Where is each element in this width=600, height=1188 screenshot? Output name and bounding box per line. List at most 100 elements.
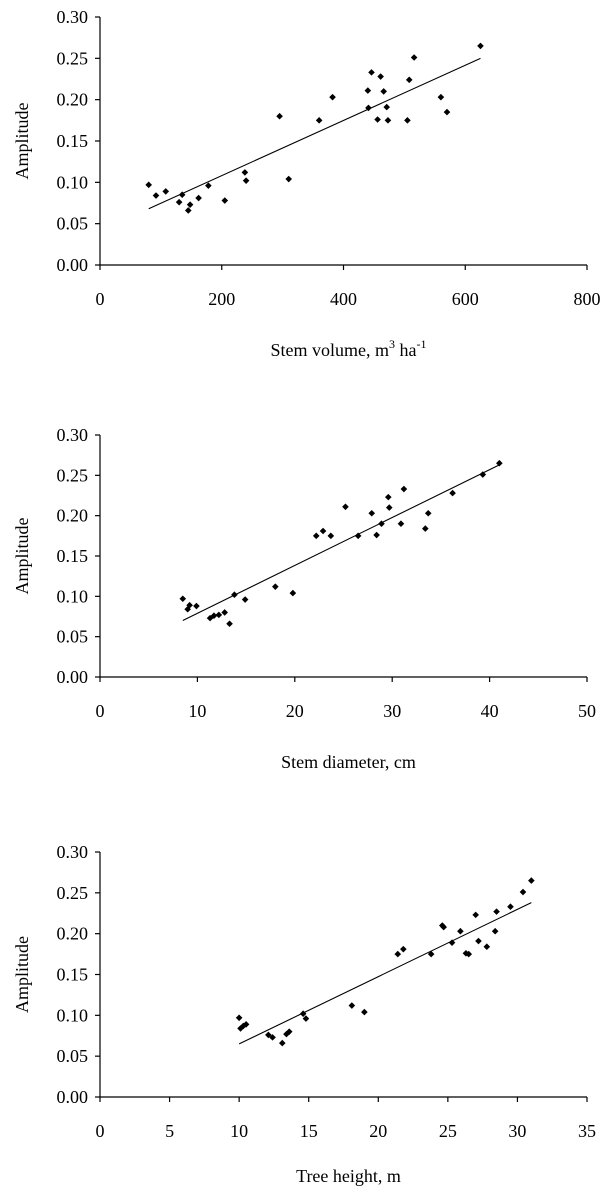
x-tick-label: 10	[188, 701, 206, 721]
data-point	[299, 1010, 307, 1017]
data-point	[368, 69, 375, 76]
x-tick-label: 50	[578, 701, 596, 721]
data-point	[374, 116, 381, 123]
x-tick-label: 20	[369, 1121, 387, 1141]
data-point	[241, 169, 249, 176]
data-point	[205, 182, 212, 189]
chart-panel-2: 0.00 0.05 0.10 0.15 0.20 0.25 0.30 0 10 20 30 40 50 A…	[12, 425, 596, 772]
data-point	[152, 192, 160, 199]
data-point	[215, 611, 223, 619]
data-point	[242, 177, 250, 184]
x-tick-label: 30	[383, 701, 401, 721]
data-point	[302, 1015, 310, 1022]
data-point	[179, 595, 187, 603]
y-tick-label: 0.00	[57, 255, 89, 275]
data-point	[272, 583, 279, 590]
chart-panel-1: 0.00 0.05 0.10 0.15 0.20 0.25 0.30 0 200 400 600 80…	[12, 7, 600, 360]
x-axis-title-unit: ha	[395, 340, 417, 360]
data-point	[383, 103, 391, 111]
data-point	[365, 104, 372, 112]
data-point	[422, 525, 429, 532]
x-tick-label: 800	[574, 289, 600, 309]
data-point	[472, 911, 479, 919]
data-point	[285, 175, 293, 183]
data-point	[175, 198, 183, 206]
data-point	[397, 520, 405, 528]
data-point	[368, 509, 376, 517]
data-point	[449, 489, 456, 497]
data-point	[427, 950, 435, 958]
x-axis-title: Stem volume, m3 ha-1	[271, 337, 427, 360]
x-tick-label: 0	[96, 289, 105, 309]
y-tick-label: 0.15	[57, 965, 89, 985]
y-tick-label: 0.15	[57, 131, 89, 151]
x-axis-title: Stem diameter, cm	[281, 752, 416, 772]
data-point	[410, 54, 418, 61]
data-point	[465, 950, 473, 958]
chart-panel-3: 0.00 0.05 0.10 0.15 0.20 0.25 0.30 0 5 10 15 20 25 30…	[12, 842, 596, 1186]
data-point	[178, 191, 186, 199]
data-point	[241, 596, 249, 603]
data-point	[315, 117, 323, 124]
data-point	[195, 194, 202, 202]
data-point	[483, 943, 491, 951]
data-point	[283, 1030, 290, 1038]
data-point	[231, 591, 238, 599]
y-tick-label: 0.20	[57, 924, 89, 944]
data-point	[448, 939, 456, 946]
x-tick-label: 0	[96, 701, 105, 721]
data-point	[519, 888, 527, 896]
y-tick-label: 0.20	[57, 506, 89, 526]
x-tick-label: 30	[508, 1121, 526, 1141]
data-point	[496, 459, 503, 467]
data-point	[400, 485, 408, 493]
data-point	[348, 1002, 356, 1009]
data-point	[342, 503, 349, 511]
data-point	[380, 88, 387, 95]
data-point	[493, 908, 500, 915]
data-point	[385, 504, 393, 511]
data-point	[491, 927, 499, 935]
data-point	[186, 201, 194, 208]
y-tick-label: 0.10	[57, 1005, 89, 1025]
data-point	[162, 188, 170, 195]
y-axis-title: Amplitude	[12, 517, 32, 594]
x-tick-label: 200	[208, 289, 235, 309]
y-tick-label: 0.25	[57, 465, 89, 485]
data-point	[327, 532, 335, 540]
data-point	[405, 76, 413, 84]
y-axis-title: Amplitude	[12, 102, 32, 179]
data-point	[385, 493, 392, 501]
y-tick-label: 0.30	[57, 7, 89, 27]
y-tick-label: 0.30	[57, 842, 89, 862]
data-point	[210, 612, 218, 619]
data-point	[237, 1025, 244, 1032]
data-point	[475, 937, 482, 945]
data-point	[145, 181, 152, 189]
data-point	[384, 117, 392, 124]
y-tick-label: 0.10	[57, 172, 89, 192]
data-point	[507, 903, 514, 911]
data-point	[377, 73, 384, 80]
data-point	[289, 589, 297, 597]
y-tick-label: 0.10	[57, 586, 89, 606]
y-tick-label: 0.00	[57, 667, 89, 687]
x-axis-title-sup: 3	[389, 337, 395, 351]
y-tick-label: 0.30	[57, 425, 89, 445]
x-tick-label: 20	[286, 701, 304, 721]
y-tick-label: 0.15	[57, 546, 89, 566]
x-tick-label: 15	[300, 1121, 318, 1141]
data-point	[437, 93, 445, 101]
data-point	[378, 520, 385, 528]
y-tick-label: 0.05	[57, 1046, 89, 1066]
data-point	[394, 950, 402, 958]
data-point	[424, 509, 432, 517]
y-tick-label: 0.25	[57, 48, 89, 68]
data-point	[477, 42, 484, 50]
y-tick-label: 0.05	[57, 627, 89, 647]
y-tick-label: 0.05	[57, 214, 89, 234]
data-point	[269, 1034, 276, 1041]
data-point	[221, 609, 228, 616]
x-tick-label: 600	[452, 289, 479, 309]
